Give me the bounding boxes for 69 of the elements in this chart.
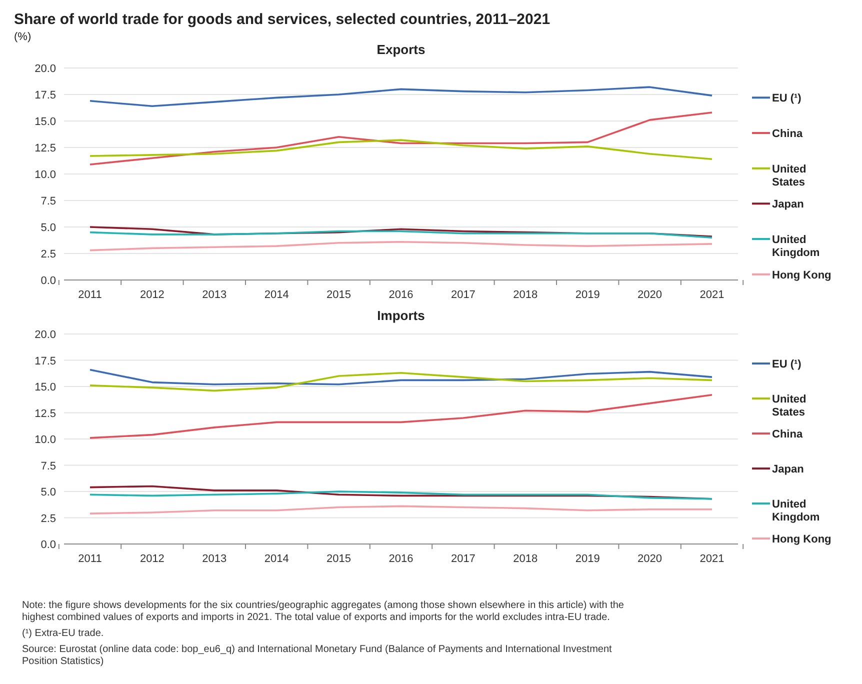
y-tick-label: 5.0 (40, 222, 56, 234)
x-tick-label: 2020 (638, 289, 662, 301)
chart-subtitle: Exports (376, 42, 426, 57)
line-series (89, 112, 713, 166)
y-tick-label: 0.0 (40, 275, 56, 287)
x-tick-label: 2017 (450, 553, 476, 565)
line-series (89, 505, 713, 514)
line-series (89, 240, 713, 252)
x-tick-label: 2021 (700, 553, 724, 565)
legend-label: China (772, 128, 804, 140)
x-tick-label: 2012 (140, 289, 164, 301)
x-tick-label: 2020 (638, 553, 662, 565)
x-tick-label: 2013 (202, 289, 227, 301)
legend-label: Hong Kong (772, 534, 832, 546)
x-tick-label: 2019 (575, 289, 600, 301)
line-series (89, 394, 713, 439)
x-tick-label: 2014 (264, 553, 289, 565)
x-tick-label: 2015 (326, 553, 352, 565)
legend-label: United States (772, 394, 806, 418)
y-tick-label: 12.5 (34, 142, 56, 154)
y-tick-label: 15.0 (34, 382, 56, 394)
legend-label: EU (¹) (772, 358, 802, 370)
y-tick-label: 0.0 (40, 539, 56, 551)
y-tick-label: 7.5 (40, 196, 56, 208)
line-series (89, 490, 713, 500)
y-tick-label: 2.5 (40, 512, 56, 525)
y-tick-label: 17.5 (34, 90, 56, 102)
source-note: Source: Eurostat (online data code: bop_eu6_q) and International Monetary Fund (Balance of Payments and International Investment Position Statistics) (22, 644, 612, 667)
y-tick-label: 17.5 (34, 355, 56, 368)
legend-label: China (772, 428, 804, 440)
x-tick-label: 2017 (450, 289, 476, 301)
legend-label: Hong Kong (772, 269, 832, 282)
x-tick-label: 2016 (388, 289, 414, 301)
legend-label: Japan (772, 198, 804, 211)
y-tick-label: 7.5 (40, 460, 56, 472)
y-tick-label: 5.0 (40, 486, 56, 498)
x-tick-label: 2011 (78, 553, 102, 565)
line-series (89, 230, 713, 238)
legend-label: United States (772, 163, 806, 188)
y-tick-label: 10.0 (34, 169, 56, 181)
y-axis-title: (%) (14, 31, 32, 43)
line-series (89, 139, 713, 160)
y-tick-label: 12.5 (34, 408, 56, 420)
x-tick-label: 2011 (78, 289, 102, 301)
y-tick-label: 20.0 (34, 63, 56, 75)
chart-title: Share of world trade for goods and services, selected countries, 2011–2021 (14, 11, 550, 28)
y-tick-label: 2.5 (40, 248, 56, 260)
line-series (89, 368, 713, 386)
legend-label: Japan (772, 464, 804, 476)
x-tick-label: 2014 (264, 289, 289, 301)
y-tick-label: 10.0 (34, 434, 56, 446)
y-tick-label: 15.0 (34, 116, 56, 128)
x-tick-label: 2019 (575, 553, 600, 565)
legend-label: EU (¹) (772, 92, 802, 105)
text: (¹) Extra-EU trade. (22, 628, 104, 639)
text: Note: the figure shows developments for the six countries/geographic aggregates (among those shown elsewhere in this article) with the highest combined values of exports and imports in 2021. The total value of exports and imports for the world excludes intra-EU trade. (22, 600, 624, 623)
legend-label: United Kingdom (772, 498, 820, 524)
line-series (89, 372, 713, 392)
x-tick-label: 2016 (388, 553, 414, 565)
x-tick-label: 2012 (140, 553, 164, 565)
x-tick-label: 2013 (202, 553, 227, 565)
y-tick-label: 20.0 (34, 329, 56, 341)
x-tick-label: 2018 (513, 553, 538, 565)
legend-label: United Kingdom (772, 234, 820, 259)
x-tick-label: 2018 (513, 289, 538, 301)
x-tick-label: 2021 (700, 289, 724, 301)
line-series (89, 86, 713, 108)
chart-subtitle: Imports (377, 308, 425, 323)
x-tick-label: 2015 (326, 289, 352, 301)
